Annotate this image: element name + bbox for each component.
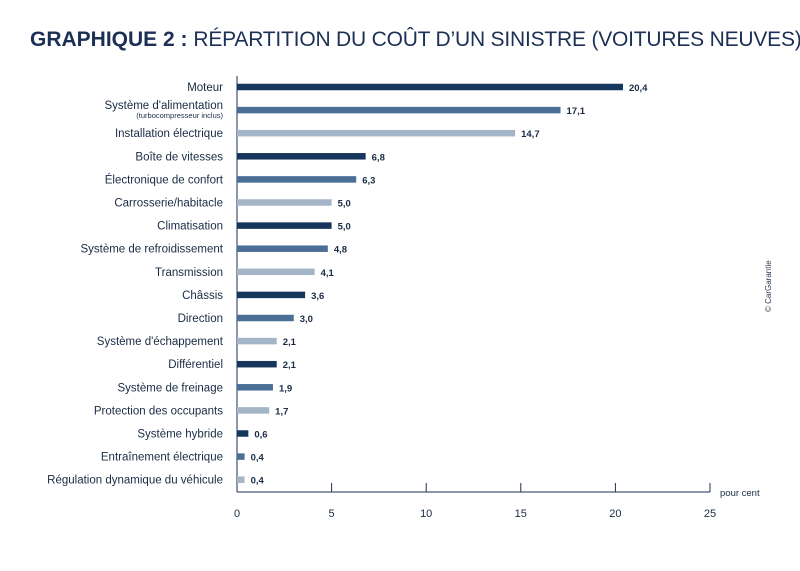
x-tick-label: 15: [515, 508, 527, 520]
category-label: Climatisation: [157, 221, 223, 233]
chart-title-prefix: GRAPHIQUE 2 :: [30, 28, 188, 51]
bar: [237, 176, 357, 183]
bar: [237, 407, 270, 414]
bar-value-label: 2,1: [283, 337, 297, 348]
category-sublabel: (turbocompresseur inclus): [136, 111, 223, 120]
x-tick-label: 25: [704, 508, 716, 520]
bar: [237, 360, 277, 368]
chart-title-text: RÉPARTITION DU COÛT D’UN SINISTRE (VOITU…: [193, 28, 800, 51]
bar: [237, 453, 245, 460]
category-label: Direction: [178, 313, 223, 325]
category-label: Système de freinage: [118, 382, 223, 394]
category-label: Régulation dynamique du véhicule: [47, 475, 223, 487]
category-label: Boîte de vitesses: [135, 151, 223, 163]
bar-value-label: 5,0: [338, 222, 351, 233]
bar-value-label: 3,0: [300, 314, 313, 325]
bar-value-label: 17,1: [567, 106, 586, 117]
bar-value-label: 3,6: [311, 291, 324, 302]
category-label: Système de refroidissement: [80, 244, 223, 256]
bar-value-label: 5,0: [338, 199, 351, 210]
bar: [237, 337, 277, 345]
bar: [237, 83, 623, 91]
category-label: Châssis: [182, 290, 223, 302]
bar: [237, 245, 328, 252]
bar-value-label: 0,6: [254, 430, 267, 441]
bar-value-label: 4,8: [334, 245, 347, 256]
category-label: Système d'échappement: [97, 336, 224, 348]
category-label: Protection des occupants: [94, 405, 223, 417]
category-label: Système d'alimentation: [104, 100, 223, 112]
category-label: Différentiel: [168, 359, 223, 371]
bar: [237, 129, 516, 137]
category-label: Carrosserie/habitacle: [114, 198, 223, 210]
category-label: Moteur: [187, 82, 223, 94]
bar-value-label: 1,9: [279, 383, 292, 394]
bar: [237, 384, 273, 391]
category-label: Électronique de confort: [105, 173, 224, 186]
bar: [237, 222, 332, 229]
credit-note: © CarGarantie: [760, 252, 780, 312]
bar: [237, 476, 245, 483]
x-tick-label: 20: [609, 508, 621, 520]
category-label: Installation électrique: [115, 128, 223, 140]
x-axis-label: pour cent: [720, 488, 760, 499]
x-tick-label: 0: [234, 508, 240, 520]
bar: [237, 199, 332, 206]
category-label: Système hybride: [137, 429, 223, 441]
bar-value-label: 20,4: [629, 83, 648, 94]
bar: [237, 153, 366, 160]
x-tick-label: 5: [329, 508, 335, 520]
bar-value-label: 4,1: [321, 268, 335, 279]
chart-title: GRAPHIQUE 2 : RÉPARTITION DU COÛT D’UN S…: [30, 26, 800, 54]
bar-value-label: 6,3: [362, 175, 375, 186]
bar-value-label: 0,4: [251, 476, 265, 487]
x-tick-label: 10: [420, 508, 432, 520]
bar: [237, 314, 294, 322]
bar-value-label: 14,7: [521, 129, 540, 140]
category-label: Transmission: [155, 267, 223, 279]
bar: [237, 291, 306, 299]
bar: [237, 106, 561, 114]
category-label: Entraînement électrique: [101, 452, 223, 464]
bar: [237, 268, 315, 276]
credit-text: © CarGarantie: [764, 260, 773, 312]
bar: [237, 430, 249, 437]
bar-value-label: 1,7: [275, 406, 288, 417]
bar-value-label: 6,8: [372, 152, 385, 163]
bar-value-label: 0,4: [251, 453, 265, 464]
bar-value-label: 2,1: [283, 360, 297, 371]
